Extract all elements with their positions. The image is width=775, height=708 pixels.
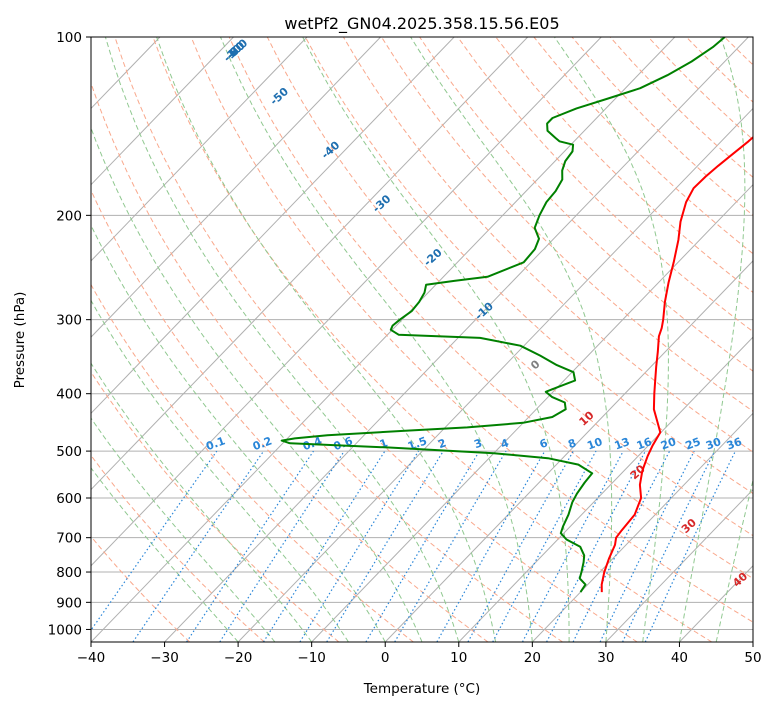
x-tick-label: −40	[77, 650, 106, 666]
dry-adiabat--30	[91, 535, 191, 642]
mixing-ratio-label: 36	[725, 435, 744, 453]
dry-adiabat-10	[91, 189, 489, 642]
dry-adiabat-30	[114, 37, 638, 642]
dry-adiabat-60	[228, 37, 753, 580]
x-tick-label: 0	[381, 650, 390, 666]
mixing-ratio-line-20	[572, 450, 671, 642]
y-tick-label: 400	[56, 387, 82, 403]
moist-adiabat-45	[715, 478, 753, 642]
moist-adiabat--20	[91, 467, 239, 642]
mixing-ratio-label: 8	[566, 436, 578, 451]
moist-adiabat--10	[91, 362, 313, 642]
mixing-ratio-line-0.6	[219, 450, 345, 642]
y-axis-label: Pressure (hPa)	[12, 292, 28, 389]
x-tick-label: −20	[224, 650, 253, 666]
mixing-ratio-label: 10	[585, 435, 604, 453]
moist-adiabat-25	[302, 37, 570, 642]
mixing-ratio-label: 16	[635, 435, 654, 453]
isotherm-20	[531, 412, 753, 642]
mixing-ratio-line-0.1	[91, 450, 218, 632]
moist-adiabat--15	[91, 417, 276, 642]
isotherm-0	[384, 260, 753, 642]
y-tick-label: 200	[56, 208, 82, 224]
isotherm--90	[91, 37, 308, 262]
y-tick-label: 300	[56, 313, 82, 329]
mixing-ratio-label: 25	[684, 435, 703, 452]
mixing-ratio-label: 2	[436, 436, 448, 451]
moist-adiabat--5	[91, 299, 349, 642]
mixing-ratio-line-8	[467, 450, 574, 642]
moist-adiabat-40	[678, 37, 746, 642]
dry-adiabat-130	[495, 37, 753, 294]
dry-adiabat-50	[190, 37, 753, 623]
x-tick-label: 40	[671, 650, 688, 666]
isotherm--30	[164, 37, 749, 642]
mixing-ratio-label: 30	[704, 435, 723, 453]
dry-adiabat--10	[91, 371, 340, 642]
moist-adiabat-15	[156, 37, 497, 642]
dry-adiabat-0	[91, 283, 414, 642]
mixing-ratio-label: 6	[538, 436, 550, 451]
mixing-ratio-line-6	[436, 450, 546, 642]
dry-adiabat-70	[266, 37, 753, 537]
temperature-profile-line	[600, 135, 753, 593]
isotherm--70	[91, 37, 455, 415]
mixing-ratio-label: 1	[378, 436, 390, 451]
x-tick-label: 10	[450, 650, 467, 666]
moist-adiabat-35	[553, 37, 669, 642]
dewpoint-profile-line	[280, 37, 726, 593]
mixing-ratio-label: 0.6	[332, 434, 355, 453]
y-tick-label: 800	[56, 565, 82, 581]
x-tick-label: −30	[150, 650, 179, 666]
isotherm--20	[237, 107, 753, 642]
moist-adiabat-30	[410, 37, 613, 642]
moist-adiabat-5	[91, 126, 423, 642]
dry-adiabat-80	[304, 37, 753, 495]
mixing-ratio-line-1	[262, 450, 386, 642]
mixing-ratio-line-0.2	[132, 450, 265, 642]
isotherm--100	[91, 37, 234, 186]
dry-adiabat-110	[419, 37, 753, 372]
isotherm--80	[91, 37, 381, 338]
y-tick-label: 600	[56, 491, 82, 507]
mixing-ratio-line-0.4	[186, 450, 314, 642]
moist-adiabat-10	[104, 37, 460, 642]
x-tick-label: −10	[297, 650, 326, 666]
axis-ticks: −40 −30 −20 −10 0 10 20 30 40 5010020030040050060…	[48, 30, 762, 666]
y-tick-label: 500	[56, 444, 82, 460]
x-tick-label: 30	[597, 650, 614, 666]
dry-adiabat-90	[342, 37, 753, 453]
isotherm--60	[91, 37, 529, 491]
moist-adiabat-0	[91, 224, 386, 642]
x-axis-label: Temperature (°C)	[363, 681, 481, 697]
moist-adiabat-20	[220, 37, 533, 642]
y-tick-label: 100	[56, 30, 82, 46]
mixing-ratio-line-10	[492, 450, 597, 642]
mixing-ratio-label: 4	[499, 436, 511, 451]
chart-title: wetPf2_GN04.2025.358.15.56.E05	[284, 14, 559, 34]
dry-adiabat-20	[91, 81, 563, 642]
mixing-ratio-label: 13	[613, 435, 632, 452]
mixing-ratio-label: 0.1	[204, 434, 227, 453]
isotherm-10	[458, 336, 753, 642]
profile-series	[280, 37, 753, 593]
y-tick-label: 1000	[48, 622, 82, 638]
mixing-ratio-label: 20	[659, 435, 678, 453]
plot-frame	[90, 36, 754, 643]
x-tick-label: 20	[524, 650, 541, 666]
y-tick-label: 900	[56, 595, 82, 611]
gridlines	[91, 37, 753, 642]
x-tick-label: 50	[744, 650, 761, 666]
isotherm-30	[605, 488, 753, 642]
mixing-ratio-label: 0.2	[251, 434, 274, 453]
mixing-ratio-line-25	[599, 450, 695, 642]
mixing-ratio-label: 3	[472, 436, 484, 451]
mixing-ratio-line-2	[326, 450, 444, 642]
y-tick-label: 700	[56, 531, 82, 547]
background-curves	[91, 37, 753, 642]
isotherm--50	[91, 37, 602, 567]
